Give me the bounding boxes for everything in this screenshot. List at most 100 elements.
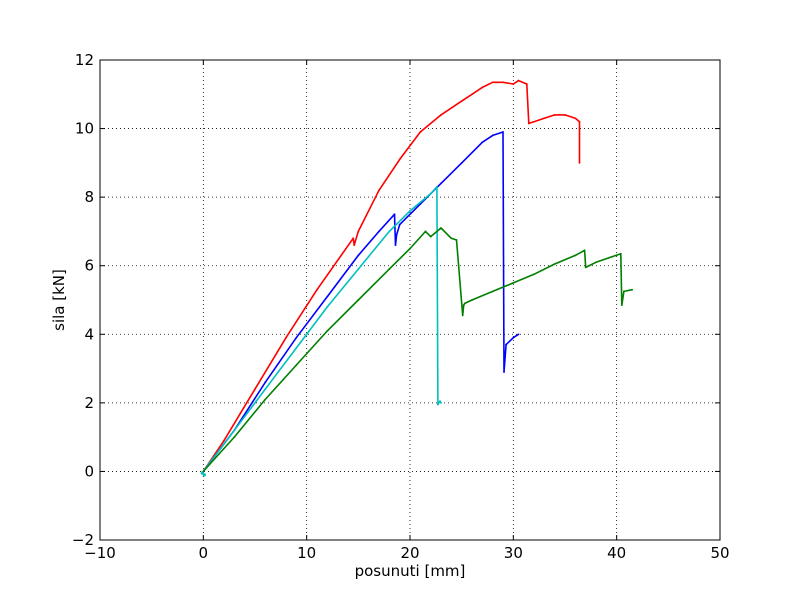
data-point [583,249,586,252]
data-point [481,86,484,89]
data-point [326,295,329,298]
data-point [233,429,236,432]
data-point [461,314,464,317]
data-point [584,266,587,269]
data-point [574,117,577,120]
data-point [353,244,356,247]
grid [100,60,720,540]
data-point [388,268,391,271]
data-point [354,240,357,243]
data-point [440,401,442,404]
data-point [471,93,473,96]
data-point [388,230,391,233]
data-point [553,113,556,116]
ticks [99,59,721,541]
data-point [357,268,360,271]
data-point [357,230,360,233]
y-tick-label: 12 [75,51,94,69]
data-point [326,305,329,308]
data-point [393,213,396,216]
data-point [533,273,535,276]
data-point [471,299,473,301]
series-layer [200,79,634,477]
data-point [462,304,465,307]
series-1 [202,79,581,473]
x-tick-labels: −10 0 10 20 30 40 50 [84,544,729,562]
data-point [460,161,463,164]
data-point [378,189,380,192]
y-tick-label: 0 [84,462,94,480]
y-tick-label: 8 [84,188,94,206]
data-point [378,230,380,233]
data-point [525,83,528,85]
x-tick-label: 50 [710,544,729,562]
data-point [505,343,507,346]
data-point [564,113,566,116]
data-point [254,388,256,391]
data-point [460,100,463,103]
x-tick-label: 0 [199,544,209,562]
data-point [429,235,432,238]
data-point [357,254,360,257]
data-point [437,403,439,406]
data-point [517,79,520,82]
y-tick-label: 2 [84,394,94,412]
data-point [578,161,581,164]
data-point [264,388,267,391]
data-point [409,247,411,250]
data-point [502,81,504,84]
data-point [481,141,484,144]
data-point [463,302,466,305]
data-point [578,120,581,123]
data-point [424,230,427,233]
data-point [419,131,422,133]
data-point [623,290,625,293]
data-point [502,131,504,133]
data-point [533,120,535,123]
data-point [398,158,401,161]
data-point [398,223,401,226]
data-point [357,299,360,301]
data-point [395,233,398,236]
data-point [512,336,515,339]
data-point [223,439,225,442]
data-point [429,192,432,195]
data-point [295,347,298,349]
data-point [409,209,411,212]
data-point [527,122,530,125]
y-axis-label: sila [kN] [50,269,68,331]
y-tick-label: −2 [72,531,94,549]
x-axis-label: posunuti [mm] [355,562,466,580]
data-point [491,290,494,293]
x-tick-label: −10 [84,544,116,562]
y-tick-labels: −2 0 2 4 6 8 10 12 [72,51,94,549]
data-point [435,185,438,188]
data-point [440,113,442,116]
data-point [574,254,577,257]
x-tick-label: 40 [607,544,626,562]
data-point [264,398,267,401]
data-point [595,261,597,264]
data-point [316,288,318,291]
series-4 [202,227,634,473]
data-point [517,333,520,336]
data-point [619,252,622,255]
data-point [543,117,546,120]
y-tick-label: 6 [84,257,94,275]
data-point [553,263,556,265]
data-point [295,336,298,339]
data-point [264,381,267,384]
data-point [440,227,442,229]
data-point [455,239,458,241]
data-point [440,182,442,185]
data-point [202,473,206,477]
x-tick-label: 10 [297,544,316,562]
data-point [491,134,494,137]
data-point [512,281,515,284]
data-point [512,83,515,85]
data-point [631,288,634,291]
x-tick-label: 30 [504,544,523,562]
data-point [352,237,355,240]
data-point [450,237,453,240]
